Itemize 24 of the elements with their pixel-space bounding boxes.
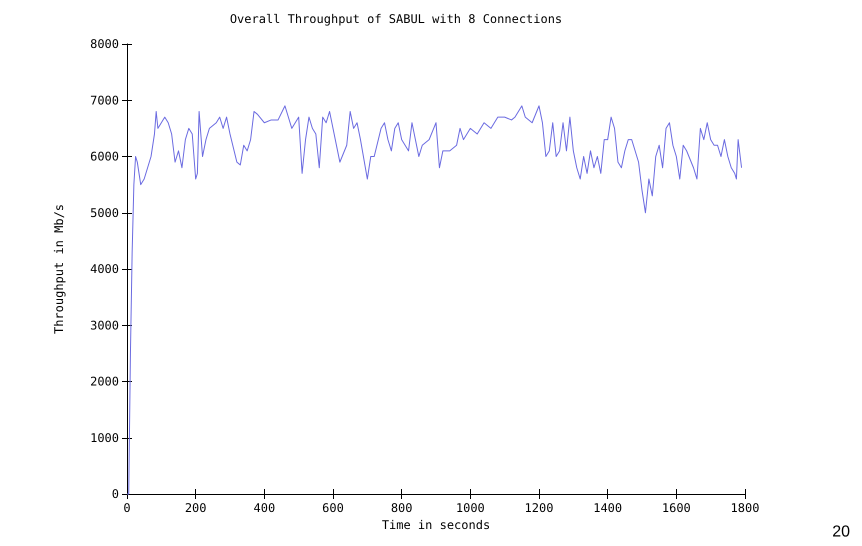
- line-series: [126, 105, 742, 494]
- y-tick-label: 7000: [90, 93, 119, 108]
- y-tick-label: 3000: [90, 318, 119, 332]
- x-tick-label: 200: [184, 501, 207, 515]
- x-tick-label: 800: [390, 501, 413, 515]
- y-tick-label: 4000: [90, 262, 119, 276]
- text: 20: [832, 524, 850, 540]
- x-tick-label: 1800: [730, 501, 760, 515]
- y-tick-label: 0: [112, 487, 119, 501]
- x-axis-title: Time in seconds: [382, 518, 490, 532]
- x-tick-label: 1200: [524, 501, 554, 515]
- y-axis-title: Throughput in Mb/s: [52, 204, 66, 334]
- x-tick-label: 1000: [456, 501, 485, 515]
- x-tick-label: 400: [253, 501, 276, 515]
- x-tick-label: 1400: [593, 501, 622, 515]
- chart-title: Overall Throughput of SABUL with 8 Connections: [230, 12, 562, 26]
- x-tick-label: 600: [322, 501, 344, 515]
- x-tick-label: 1600: [662, 501, 691, 515]
- y-tick-label: 6000: [90, 150, 119, 164]
- y-tick-label: 1000: [90, 430, 119, 445]
- y-tick-label: 5000: [90, 206, 119, 220]
- y-tick-label: 2000: [90, 374, 119, 388]
- x-tick-label: 0: [123, 501, 131, 515]
- y-tick-label: 8000: [90, 37, 119, 51]
